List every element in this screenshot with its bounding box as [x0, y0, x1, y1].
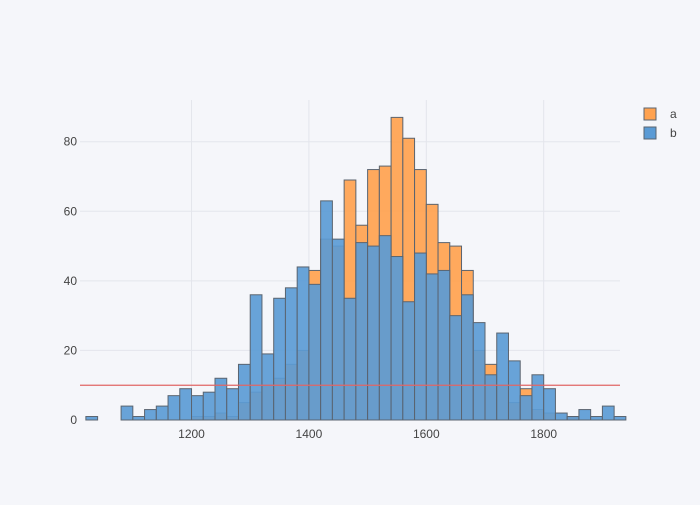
bar-b: [191, 395, 204, 421]
legend-label-a: a: [670, 107, 677, 121]
legend-swatch-a: [643, 107, 657, 121]
bar-b: [214, 377, 228, 421]
bar-b: [449, 315, 463, 421]
x-tick-label: 1400: [296, 427, 323, 441]
x-tick-label: 1200: [178, 427, 205, 441]
bar-b: [414, 252, 427, 421]
y-axis-tick-labels: 0 20 40 60 80: [64, 135, 78, 427]
y-tick-label: 20: [64, 343, 78, 357]
bar-b: [308, 283, 322, 421]
bar-b: [167, 395, 181, 421]
bar-b: [85, 416, 99, 421]
y-tick-label: 80: [64, 135, 78, 149]
bar-b: [402, 301, 416, 421]
bar-b: [331, 238, 345, 421]
bar-b: [496, 332, 509, 421]
bar-b: [179, 388, 193, 421]
bar-b: [461, 294, 474, 421]
bar-b: [343, 297, 357, 421]
bar-b: [378, 235, 392, 421]
bar-b: [531, 374, 545, 421]
bar-b: [437, 269, 451, 421]
bar-b: [484, 374, 498, 421]
x-tick-label: 1600: [413, 427, 440, 441]
bar-b: [237, 363, 251, 421]
bar-b: [601, 405, 615, 421]
bar-b: [355, 242, 369, 421]
bar-b: [249, 294, 263, 421]
x-tick-label: 1800: [530, 427, 557, 441]
bar-b: [273, 297, 286, 421]
x-axis-tick-labels: 1200 1400 1600 1800: [178, 427, 557, 441]
bar-b: [320, 200, 333, 421]
bar-b: [202, 391, 216, 421]
bar-b: [367, 245, 380, 421]
bar-b: [472, 322, 486, 421]
legend-swatch-b: [643, 126, 657, 140]
bar-b: [507, 360, 521, 421]
bar-b: [566, 416, 580, 421]
bar-b: [613, 416, 627, 421]
bar-b: [155, 405, 169, 421]
bar-b: [425, 273, 439, 421]
legend-label-b: b: [670, 126, 677, 140]
series-b-bars: [85, 200, 627, 421]
legend[interactable]: ab: [643, 107, 677, 140]
bar-b: [144, 409, 157, 421]
bar-b: [590, 416, 603, 421]
bar-b: [578, 409, 592, 421]
bar-b: [296, 266, 310, 421]
bar-b: [284, 287, 298, 421]
bar-b: [519, 395, 533, 421]
bar-b: [543, 388, 556, 421]
y-tick-label: 0: [70, 413, 77, 427]
bar-b: [554, 412, 568, 421]
y-tick-label: 60: [64, 204, 78, 218]
bar-b: [390, 256, 404, 421]
bar-b: [226, 388, 239, 421]
y-tick-label: 40: [64, 274, 78, 288]
bar-b: [132, 416, 146, 421]
bar-b: [120, 405, 134, 421]
bar-b: [261, 353, 275, 421]
